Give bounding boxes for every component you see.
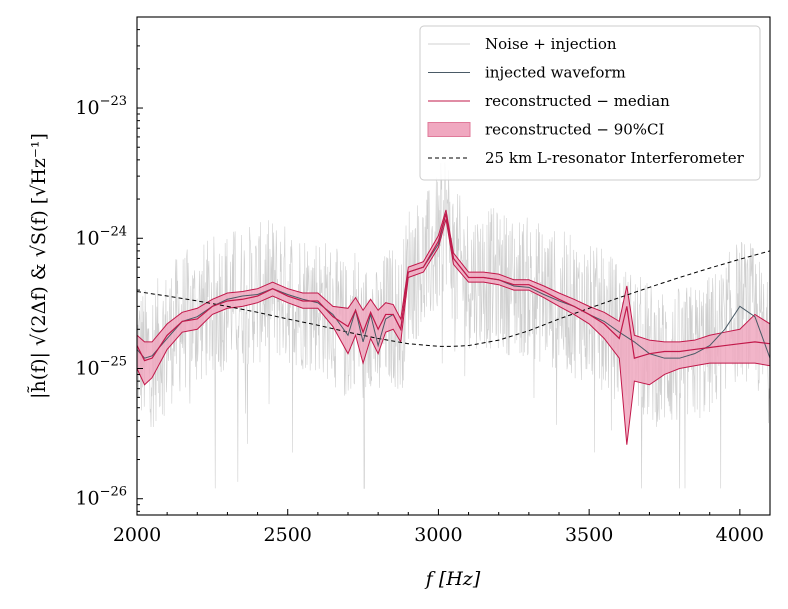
legend-label: injected waveform	[485, 64, 626, 82]
x-axis-label: f [Hz]	[424, 568, 481, 590]
y-axis-label-text: |h̃(f)| √(2Δf) & √S(f) [√Hz⁻¹]	[27, 133, 50, 399]
plot-frame	[136, 16, 771, 516]
y-tick-base: 10	[75, 357, 99, 379]
reconstructed-median-line	[137, 213, 770, 362]
legend-label: Noise + injection	[485, 35, 617, 53]
y-tick-exponent: −25	[100, 354, 127, 369]
y-tick-label: 10−23	[75, 94, 127, 119]
legend: Noise + injection injected waveform recons…	[419, 25, 761, 181]
legend-label: reconstructed − median	[485, 92, 670, 110]
legend-item: reconstructed − median	[428, 92, 670, 110]
y-tick-exponent: −23	[100, 94, 127, 109]
y-tick-label: 10−25	[75, 354, 127, 379]
series-lines-layer	[137, 213, 770, 362]
legend-item: reconstructed − 90%CI	[427, 121, 665, 139]
y-tick-base: 10	[75, 488, 99, 510]
noise-injection-trace	[137, 162, 770, 489]
y-tick-exponent: −24	[100, 224, 127, 239]
x-axis: 2000 2500 3000 3500 4000	[113, 509, 771, 546]
x-tick-label: 2500	[264, 524, 312, 546]
legend-item: injected waveform	[428, 64, 626, 82]
x-tick-label: 3000	[414, 524, 462, 546]
y-axis-label: |h̃(f)| √(2Δf) & √S(f) [√Hz⁻¹]	[27, 133, 50, 399]
25-km-l-resonator-interferometer-line	[137, 250, 770, 347]
y-tick-base: 10	[75, 227, 99, 249]
x-tick-label: 3500	[565, 524, 613, 546]
legend-box	[419, 25, 761, 181]
y-tick-exponent: −26	[100, 485, 127, 500]
legend-swatch	[427, 122, 471, 137]
x-tick-label: 4000	[716, 524, 764, 546]
x-tick-label: 2000	[113, 524, 161, 546]
y-tick-label: 10−24	[75, 224, 127, 249]
y-tick-base: 10	[75, 97, 99, 119]
legend-item: 25 km L-resonator Interferometer	[428, 149, 745, 167]
legend-label: reconstructed − 90%CI	[485, 121, 665, 139]
noise-injection-line	[137, 162, 770, 489]
legend-item: Noise + injection	[428, 35, 617, 53]
y-tick-label: 10−26	[75, 485, 127, 510]
x-axis-label-text: f [Hz]	[424, 568, 481, 590]
legend-label: 25 km L-resonator Interferometer	[485, 149, 745, 167]
